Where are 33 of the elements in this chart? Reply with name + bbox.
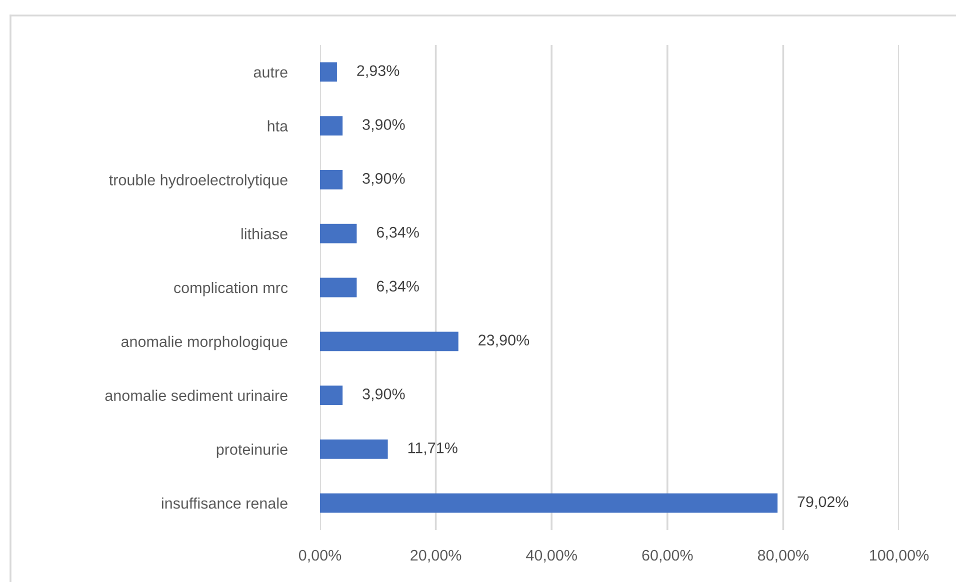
- data-label: 3,90%: [362, 388, 405, 402]
- data-label: 3,90%: [362, 173, 405, 186]
- y-tick-label: anomalie sediment urinaire: [105, 390, 288, 401]
- x-tick-label: 0,00%: [298, 550, 342, 562]
- data-label: 79,02%: [798, 496, 848, 509]
- y-tick-label: anomalie morphologique: [121, 336, 288, 350]
- bar: [320, 493, 778, 513]
- x-tick-label: 100,00%: [870, 550, 929, 562]
- y-tick-label: insuffisance renale: [162, 498, 288, 509]
- y-tick-label: autre: [254, 68, 288, 78]
- data-label: 6,34%: [376, 226, 419, 240]
- data-label: 6,34%: [376, 280, 419, 294]
- bar: [320, 224, 357, 244]
- y-tick-label: complication mrc: [174, 282, 288, 296]
- x-tick-label: 40,00%: [526, 550, 577, 562]
- y-tick-label: trouble hydroelectrolytique: [109, 174, 288, 188]
- data-label: 11,71%: [408, 442, 458, 456]
- bar: [320, 116, 343, 136]
- data-label: 3,90%: [362, 119, 405, 132]
- data-label: 23,90%: [478, 334, 530, 348]
- y-tick-label: proteinurie: [216, 444, 288, 458]
- bar: [320, 170, 343, 190]
- data-label: 2,93%: [357, 65, 400, 78]
- bar: [320, 62, 337, 82]
- bar: [320, 278, 357, 298]
- x-tick-label: 80,00%: [758, 550, 809, 562]
- bar: [320, 332, 458, 352]
- bar: [320, 386, 343, 405]
- bar: [320, 439, 388, 459]
- x-tick-label: 60,00%: [642, 550, 693, 562]
- x-tick-label: 20,00%: [410, 550, 462, 562]
- y-tick-label: hta: [268, 120, 288, 132]
- y-tick-label: lithiase: [242, 228, 288, 240]
